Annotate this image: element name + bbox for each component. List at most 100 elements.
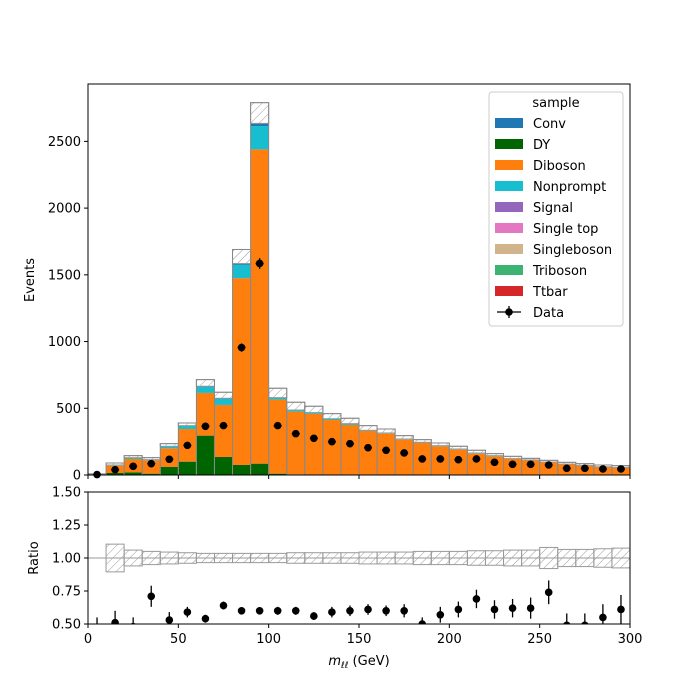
data-point [111, 465, 119, 474]
bar-diboson [196, 392, 215, 436]
ratio-point [328, 608, 336, 616]
bar-nonprompt [160, 446, 179, 449]
ratio-band [394, 551, 414, 565]
ratio-point [418, 620, 427, 624]
ratio-band [141, 550, 161, 566]
data-point [508, 460, 517, 469]
bar-diboson [322, 420, 341, 475]
ratio-point [273, 607, 282, 615]
legend-swatch [495, 181, 523, 191]
legend: sample Conv DY Diboson Nonprompt Signal Singl… [488, 91, 624, 327]
legend-label: Nonprompt [533, 180, 606, 195]
ratio-point [490, 605, 499, 614]
data-point [364, 443, 372, 452]
data-point [328, 437, 336, 446]
data-point [436, 455, 445, 463]
ratio-band [159, 551, 179, 565]
data-point [581, 464, 589, 473]
ratio-panel: 0.500.751.001.251.50 0 50 100 150 200 250 300 … [27, 486, 642, 672]
ratio-band [521, 549, 541, 567]
main-histogram-panel: 0 500 1000 1500 2000 2500 Events sample Conv D… [23, 83, 631, 484]
data-point [400, 449, 408, 457]
unc-hatch [394, 435, 414, 440]
legend-swatch [495, 118, 523, 128]
legend-label: Single top [533, 222, 598, 237]
y-tick-label: 2500 [48, 135, 81, 150]
bar-dy [178, 461, 197, 475]
ratio-point [219, 601, 228, 610]
ratio-band [232, 552, 252, 564]
ratio-band [286, 552, 306, 564]
legend-label: Triboson [532, 264, 587, 279]
x-tick-label: 0 [84, 632, 92, 647]
ratio-band [177, 552, 197, 564]
data-point [310, 434, 318, 443]
ratio-point [346, 607, 354, 615]
bar-diboson [377, 433, 396, 475]
x-axis-label-unit: (GeV) [348, 654, 389, 669]
data-point [273, 421, 282, 430]
bar-diboson [250, 149, 269, 464]
x-axis-label: mℓℓ (GeV) [328, 654, 389, 671]
legend-swatch [495, 160, 523, 170]
ratio-y-tick-label: 1.50 [52, 486, 81, 501]
x-tick-label: 300 [618, 632, 643, 647]
bar-dy [160, 466, 179, 475]
x-tick-label: 150 [347, 632, 372, 647]
legend-swatch [495, 223, 523, 233]
bar-nonprompt [178, 425, 197, 429]
unc-hatch [232, 248, 252, 264]
bar-nonprompt [304, 412, 323, 414]
ratio-band [430, 550, 450, 566]
ratio-band [195, 552, 215, 564]
ratio-point [310, 612, 318, 620]
x-axis-label-symbol: m [328, 654, 341, 669]
unc-hatch [213, 391, 234, 399]
x-tick-label: 100 [256, 632, 281, 647]
legend-label: Conv [533, 117, 566, 132]
ratio-point [147, 592, 156, 601]
x-tick-label: 50 [170, 632, 187, 647]
data-point [562, 464, 571, 473]
ratio-band [557, 548, 577, 568]
legend-label: Singleboson [533, 243, 612, 258]
bar-diboson [340, 424, 359, 475]
data-point [454, 455, 463, 464]
data-point [382, 446, 390, 455]
bar-nonprompt [340, 423, 359, 425]
ratio-point [436, 610, 445, 619]
ratio-point [183, 608, 192, 616]
unc-hatch [286, 401, 306, 411]
bar-dy [106, 472, 125, 475]
bar-dy [124, 472, 143, 475]
legend-swatch [495, 202, 523, 212]
unc-hatch [268, 387, 288, 399]
ratio-band [250, 552, 270, 564]
legend-items: Conv DY Diboson Nonprompt Signal Single top Si… [495, 117, 612, 321]
data-point [544, 461, 553, 469]
ratio-band [105, 543, 125, 573]
bar-diboson [286, 411, 305, 475]
data-point [237, 343, 246, 352]
ratio-point [364, 605, 372, 614]
legend-label: Ttbar [532, 285, 568, 300]
ratio-band [503, 549, 523, 567]
ratio-band [575, 548, 595, 568]
ratio-band [484, 550, 505, 566]
ratio-band [358, 551, 378, 565]
bar-nonprompt [286, 410, 305, 412]
ratio-y-tick-label: 1.25 [52, 519, 81, 534]
ratio-band [322, 552, 342, 564]
legend-label: DY [533, 138, 550, 153]
bar-diboson [359, 430, 378, 475]
data-point [129, 462, 137, 471]
legend-label: Signal [533, 201, 573, 216]
data-point [490, 458, 499, 467]
bar-nonprompt [214, 398, 233, 405]
x-axis-label-subscript: ℓℓ [340, 661, 348, 671]
bar-nonprompt [196, 386, 215, 393]
ratio-band [376, 551, 396, 565]
data-point [346, 439, 354, 448]
data-point [183, 441, 192, 450]
